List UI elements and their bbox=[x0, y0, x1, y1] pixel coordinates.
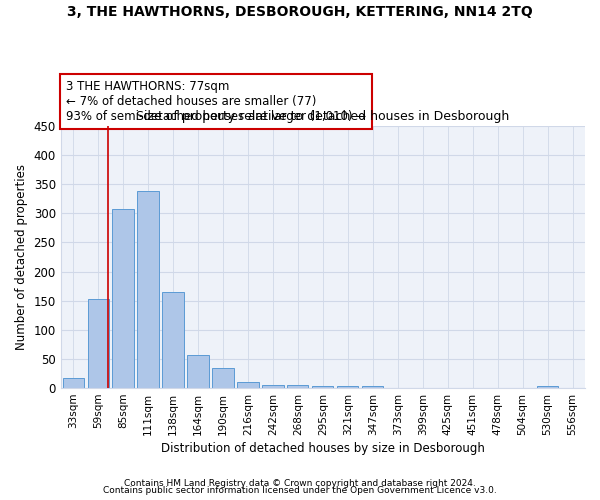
Bar bbox=[238, 382, 259, 388]
X-axis label: Distribution of detached houses by size in Desborough: Distribution of detached houses by size … bbox=[161, 442, 485, 455]
Y-axis label: Number of detached properties: Number of detached properties bbox=[15, 164, 28, 350]
Bar bbox=[88, 300, 109, 388]
Bar bbox=[112, 209, 134, 388]
Text: 3, THE HAWTHORNS, DESBOROUGH, KETTERING, NN14 2TQ: 3, THE HAWTHORNS, DESBOROUGH, KETTERING,… bbox=[67, 5, 533, 19]
Bar bbox=[187, 355, 209, 388]
Bar bbox=[163, 292, 184, 388]
Title: Size of property relative to detached houses in Desborough: Size of property relative to detached ho… bbox=[136, 110, 509, 124]
Bar bbox=[337, 386, 358, 388]
Bar bbox=[362, 386, 383, 388]
Text: 3 THE HAWTHORNS: 77sqm
← 7% of detached houses are smaller (77)
93% of semi-deta: 3 THE HAWTHORNS: 77sqm ← 7% of detached … bbox=[66, 80, 366, 123]
Text: Contains HM Land Registry data © Crown copyright and database right 2024.: Contains HM Land Registry data © Crown c… bbox=[124, 478, 476, 488]
Bar bbox=[262, 384, 284, 388]
Bar bbox=[137, 191, 158, 388]
Bar bbox=[62, 378, 84, 388]
Bar bbox=[287, 385, 308, 388]
Text: Contains public sector information licensed under the Open Government Licence v3: Contains public sector information licen… bbox=[103, 486, 497, 495]
Bar bbox=[537, 386, 558, 388]
Bar bbox=[312, 386, 334, 388]
Bar bbox=[212, 368, 233, 388]
